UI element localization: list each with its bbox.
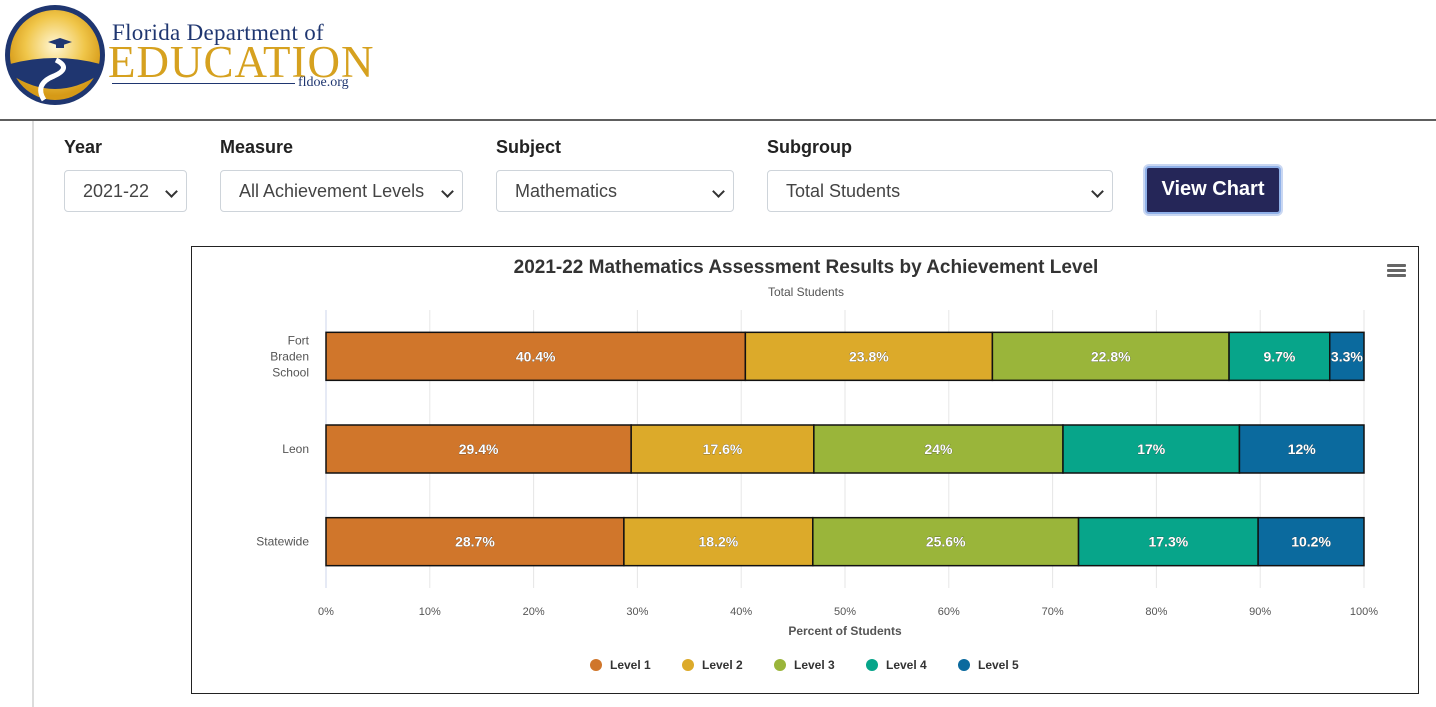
measure-label: Measure — [220, 137, 294, 157]
year-select-value: 2021-22 — [83, 181, 150, 201]
subject-label: Subject — [496, 137, 562, 157]
chart-container — [191, 246, 1419, 694]
year-label: Year — [64, 137, 103, 157]
measure-select-value: All Achievement Levels — [239, 181, 425, 201]
subject-select-value: Mathematics — [515, 181, 618, 201]
logo-divider — [112, 83, 295, 84]
site-header: Florida Department of EDUCATION fldoe.or… — [0, 0, 1436, 120]
org-name-line1: Florida Department of — [112, 20, 324, 45]
view-chart-button[interactable]: View Chart — [1145, 166, 1281, 214]
header-divider — [0, 119, 1436, 121]
subject-select[interactable]: Mathematics — [496, 170, 734, 212]
subgroup-label: Subgroup — [767, 137, 852, 157]
chart-menu-icon[interactable] — [1387, 264, 1406, 278]
org-name-line2: EDUCATION — [108, 37, 375, 87]
chevron-down-icon — [441, 185, 454, 198]
chevron-down-icon — [165, 185, 178, 198]
chevron-down-icon — [712, 185, 725, 198]
year-select[interactable]: 2021-22 — [64, 170, 187, 212]
fldoe-seal-logo[interactable] — [4, 4, 106, 106]
content-left-border — [32, 121, 34, 707]
chevron-down-icon — [1091, 185, 1104, 198]
site-domain: fldoe.org — [298, 75, 349, 90]
subgroup-select-value: Total Students — [786, 181, 901, 201]
measure-select[interactable]: All Achievement Levels — [220, 170, 463, 212]
subgroup-select[interactable]: Total Students — [767, 170, 1113, 212]
